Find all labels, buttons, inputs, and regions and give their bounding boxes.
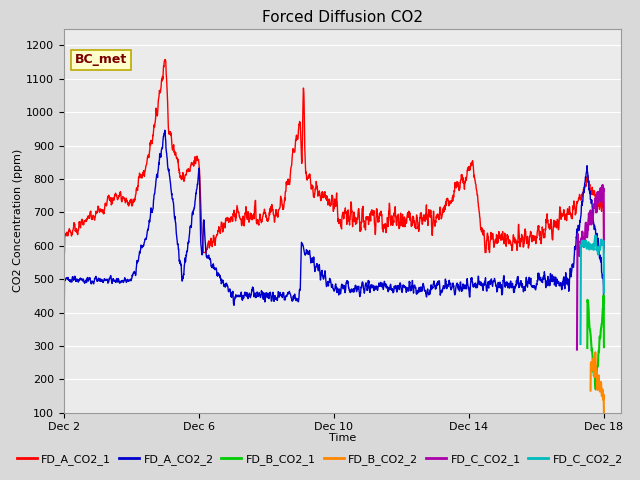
FD_A_CO2_2: [600, 306, 608, 312]
FD_A_CO2_1: [114, 196, 122, 202]
FD_A_CO2_2: [497, 282, 504, 288]
Legend: FD_A_CO2_1, FD_A_CO2_2, FD_B_CO2_1, FD_B_CO2_2, FD_C_CO2_1, FD_C_CO2_2: FD_A_CO2_1, FD_A_CO2_2, FD_B_CO2_1, FD_B…: [12, 450, 628, 469]
FD_B_CO2_1: [593, 379, 600, 384]
Line: FD_C_CO2_2: FD_C_CO2_2: [580, 235, 604, 344]
FD_A_CO2_2: [231, 297, 239, 302]
FD_A_CO2_1: [60, 250, 68, 255]
Line: FD_A_CO2_1: FD_A_CO2_1: [64, 60, 604, 252]
Y-axis label: CO2 Concentration (ppm): CO2 Concentration (ppm): [13, 149, 24, 292]
FD_C_CO2_1: [600, 245, 608, 251]
FD_C_CO2_1: [593, 210, 600, 216]
FD_B_CO2_2: [600, 410, 608, 416]
FD_C_CO2_2: [593, 243, 600, 249]
FD_A_CO2_1: [231, 211, 239, 217]
FD_A_CO2_1: [497, 233, 504, 239]
FD_A_CO2_2: [367, 284, 374, 290]
Line: FD_B_CO2_1: FD_B_CO2_1: [588, 295, 604, 389]
FD_A_CO2_2: [114, 278, 122, 284]
Title: Forced Diffusion CO2: Forced Diffusion CO2: [262, 10, 423, 25]
FD_A_CO2_2: [593, 232, 600, 238]
FD_A_CO2_1: [367, 216, 374, 222]
FD_A_CO2_2: [161, 127, 169, 133]
X-axis label: Time: Time: [329, 433, 356, 443]
FD_A_CO2_2: [527, 281, 535, 287]
FD_C_CO2_2: [600, 290, 608, 296]
Line: FD_C_CO2_1: FD_C_CO2_1: [577, 185, 604, 349]
Text: BC_met: BC_met: [75, 53, 127, 66]
FD_A_CO2_2: [60, 306, 68, 312]
FD_A_CO2_1: [161, 57, 169, 62]
Line: FD_B_CO2_2: FD_B_CO2_2: [591, 352, 604, 413]
FD_B_CO2_1: [600, 344, 608, 350]
FD_A_CO2_1: [593, 194, 600, 200]
FD_A_CO2_1: [600, 250, 608, 255]
FD_A_CO2_1: [527, 229, 535, 235]
Line: FD_A_CO2_2: FD_A_CO2_2: [64, 130, 604, 309]
FD_B_CO2_2: [593, 369, 600, 375]
